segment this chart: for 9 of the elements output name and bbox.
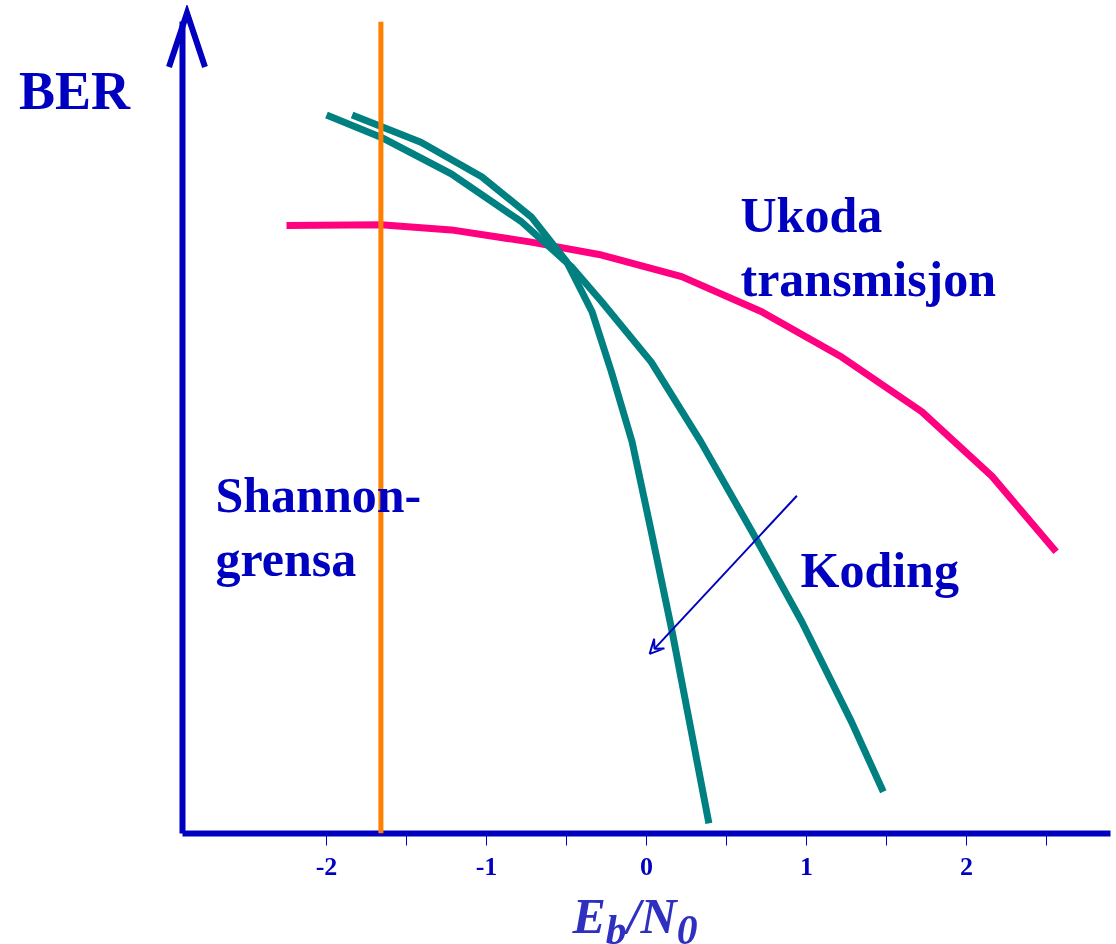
annotation: Koding (800, 541, 959, 598)
series-label: Ukoda transmisjon (740, 186, 997, 307)
x-axis-title: E$_{b}$/N$_{0}$ (571, 887, 699, 944)
x-tick-label: -2 (315, 851, 338, 881)
x-tick-label: 2 (960, 851, 973, 881)
x-tick-label: 0 (640, 851, 653, 881)
x-tick-label: -1 (475, 851, 498, 881)
y-axis-title: BER (19, 60, 131, 123)
x-tick-label: 1 (800, 851, 813, 881)
